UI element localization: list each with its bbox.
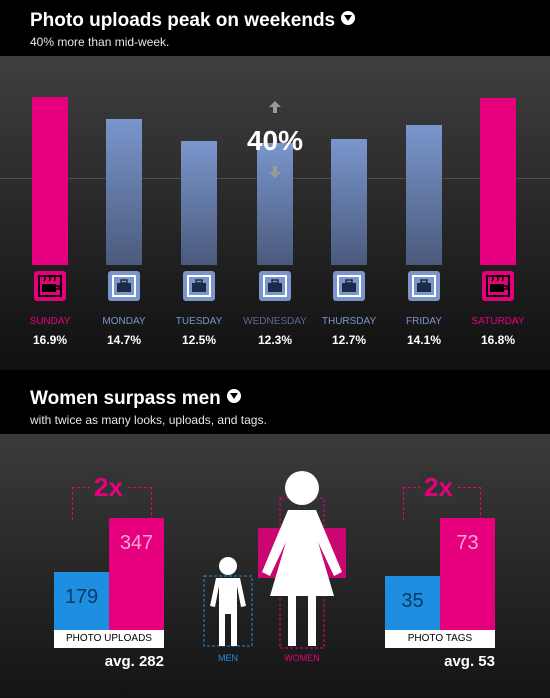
day-label-thursday: THURSDAY (321, 316, 377, 327)
day-label-friday: FRIDAY (406, 316, 442, 327)
section1-subtitle: 40% more than mid-week. (30, 35, 170, 49)
uploads-multiplier: 2x (90, 472, 127, 503)
men-label: MEN (218, 653, 238, 663)
uploads-average: avg. 282 (104, 653, 164, 670)
coffee-icon (482, 271, 514, 301)
section1-header: Photo uploads peak on weekends 40% more … (0, 0, 550, 56)
cmp-uploads-bar-men (54, 572, 109, 630)
day-label-monday: MONDAY (102, 316, 146, 327)
briefcase-icon (333, 271, 365, 301)
dropdown-triangle-icon[interactable] (341, 11, 356, 25)
briefcase-icon (259, 271, 291, 301)
section2-subtitle: with twice as many looks, uploads, and t… (30, 413, 267, 427)
section2-title: Women surpass men (30, 388, 221, 409)
day-label-sunday: SUNDAY (29, 316, 71, 327)
day-value-sunday: 16.9% (32, 333, 68, 347)
cmp-tags-bar-men (385, 576, 440, 630)
women-label: WOMEN (284, 653, 320, 663)
bar-friday (406, 124, 442, 265)
day-label-tuesday: TUESDAY (175, 316, 223, 327)
briefcase-icon (408, 271, 440, 301)
coffee-icon (34, 271, 66, 301)
cmp-tags-bar-women (440, 518, 495, 630)
difference-annotation: 40% (246, 125, 304, 156)
day-label-saturday: SATURDAY (471, 316, 525, 327)
man-figure-icon (203, 557, 253, 647)
bar-monday (106, 118, 142, 265)
day-value-tuesday: 12.5% (181, 333, 217, 347)
arrow-down-icon (269, 166, 281, 178)
day-value-wednesday: 12.3% (257, 333, 293, 347)
section1-title-row: Photo uploads peak on weekends (30, 10, 356, 32)
day-value-monday: 14.7% (106, 333, 142, 347)
cmp-uploads-value-women: 347 (119, 532, 154, 554)
bar-tuesday (181, 140, 217, 265)
section2-title-row: Women surpass men (30, 388, 241, 410)
cmp-uploads-bar-women (109, 518, 164, 630)
bar-sunday (32, 97, 68, 265)
tags-multiplier: 2x (420, 472, 457, 503)
day-value-friday: 14.1% (406, 333, 442, 347)
day-value-saturday: 16.8% (480, 333, 516, 347)
cmp-uploads-value-men: 179 (64, 586, 99, 609)
briefcase-icon (108, 271, 140, 301)
tags-caption: PHOTO TAGS (385, 630, 495, 648)
section1-title: Photo uploads peak on weekends (30, 10, 336, 31)
briefcase-icon (183, 271, 215, 301)
arrow-up-icon (269, 101, 281, 113)
uploads-caption: PHOTO UPLOADS (54, 630, 164, 648)
day-value-thursday: 12.7% (331, 333, 367, 347)
cmp-tags-value-women: 73 (456, 532, 479, 554)
bar-thursday (331, 138, 367, 265)
section2-header: Women surpass men with twice as many loo… (0, 370, 550, 434)
woman-figure-icon (258, 471, 346, 649)
bar-wednesday (257, 142, 293, 265)
day-label-wednesday: WEDNESDAY (243, 316, 307, 327)
bar-saturday (480, 97, 516, 265)
dropdown-triangle-icon[interactable] (226, 389, 241, 403)
tags-average: avg. 53 (444, 653, 495, 670)
cmp-tags-value-men: 35 (401, 590, 424, 613)
